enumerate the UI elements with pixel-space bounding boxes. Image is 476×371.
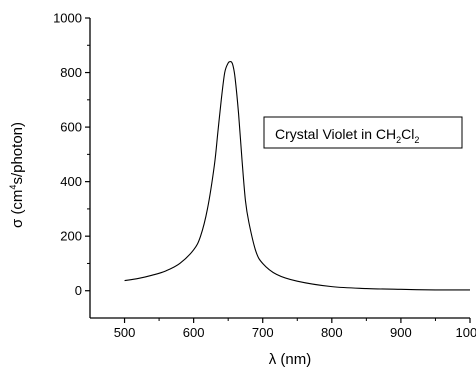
annotation-box: Crystal Violet in CH2Cl2 (263, 116, 463, 149)
x-tick-label: 500 (114, 325, 136, 340)
y-tick-label: 800 (60, 65, 82, 80)
y-tick-label: 200 (60, 229, 82, 244)
y-axis: 0 200 400 600 800 1000 (53, 11, 91, 318)
y-tick-label: 600 (60, 120, 82, 135)
annotation-text: Crystal Violet in CH (275, 126, 396, 142)
annotation-frame (263, 116, 463, 149)
x-tick-label: 600 (183, 325, 205, 340)
annotation-mid: Cl (401, 126, 414, 142)
x-ticks: 500 600 700 800 900 1000 (114, 318, 476, 340)
y-ticks: 0 200 400 600 800 1000 (53, 11, 90, 298)
x-tick-label: 700 (252, 325, 274, 340)
x-tick-label: 1000 (456, 325, 476, 340)
annotation-subscript-1: 2 (396, 135, 401, 145)
x-axis-title: λ (nm) (269, 351, 312, 368)
annotation-label: Crystal Violet in CH2Cl2 (275, 126, 419, 145)
y-tick-label: 0 (75, 283, 82, 298)
y-tick-label: 1000 (53, 11, 82, 26)
y-tick-label: 400 (60, 174, 82, 189)
y-axis-title: σ (cm4s/photon) (8, 122, 26, 228)
y-axis-title-superscript: 4 (8, 185, 18, 190)
x-tick-label: 900 (390, 325, 412, 340)
y-axis-title-prefix: σ (cm (9, 190, 26, 228)
x-tick-label: 800 (321, 325, 343, 340)
y-axis-title-suffix: s/photon) (9, 122, 26, 185)
series-line (124, 61, 471, 291)
annotation-subscript-2: 2 (414, 135, 419, 145)
x-axis: 500 600 700 800 900 1000 (90, 317, 476, 340)
